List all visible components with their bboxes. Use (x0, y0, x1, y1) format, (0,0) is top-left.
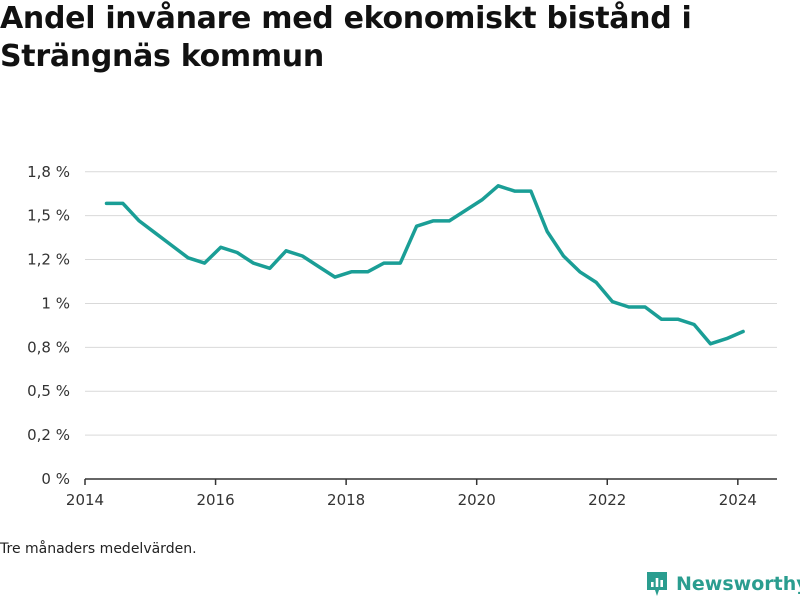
gridlines (85, 171, 777, 436)
x-tick-label: 2022 (588, 491, 626, 509)
y-tick-label: 1,5 % (27, 207, 70, 225)
series-line (104, 184, 745, 346)
y-axis-tick-labels: 0 % 0,2 % 0,5 % 0,8 % 1 % 1,2 % 1,5 % 1,8 % (27, 163, 70, 488)
x-tick-label: 2018 (327, 491, 365, 509)
x-axis: 2014 2016 2018 2020 2022 2024 (66, 478, 777, 509)
series-layer (104, 184, 745, 346)
x-tick-label: 2014 (66, 491, 104, 509)
y-tick-label: 1,2 % (27, 251, 70, 269)
y-tick-label: 0,8 % (27, 338, 70, 356)
brand-name: Newsworthy (676, 573, 800, 595)
x-tick-label: 2016 (196, 491, 234, 509)
y-tick-label: 1 % (41, 294, 70, 312)
newsworthy-logo: Newsworthy (645, 570, 800, 598)
footnote: Tre månaders medelvärden. (0, 541, 197, 557)
y-tick-label: 1,8 % (27, 163, 70, 181)
chart-title: Andel invånare med ekonomiskt bistånd i … (0, 1, 692, 74)
line-chart: 0 % 0,2 % 0,5 % 0,8 % 1 % 1,2 % 1,5 % 1,8 % 201… (27, 163, 777, 509)
bar-chart-logo-icon (647, 572, 667, 596)
y-tick-label: 0 % (41, 470, 70, 488)
y-tick-label: 0,5 % (27, 382, 70, 400)
x-tick-label: 2024 (719, 491, 757, 509)
x-tick-label: 2020 (458, 491, 496, 509)
y-tick-label: 0,2 % (27, 426, 70, 444)
